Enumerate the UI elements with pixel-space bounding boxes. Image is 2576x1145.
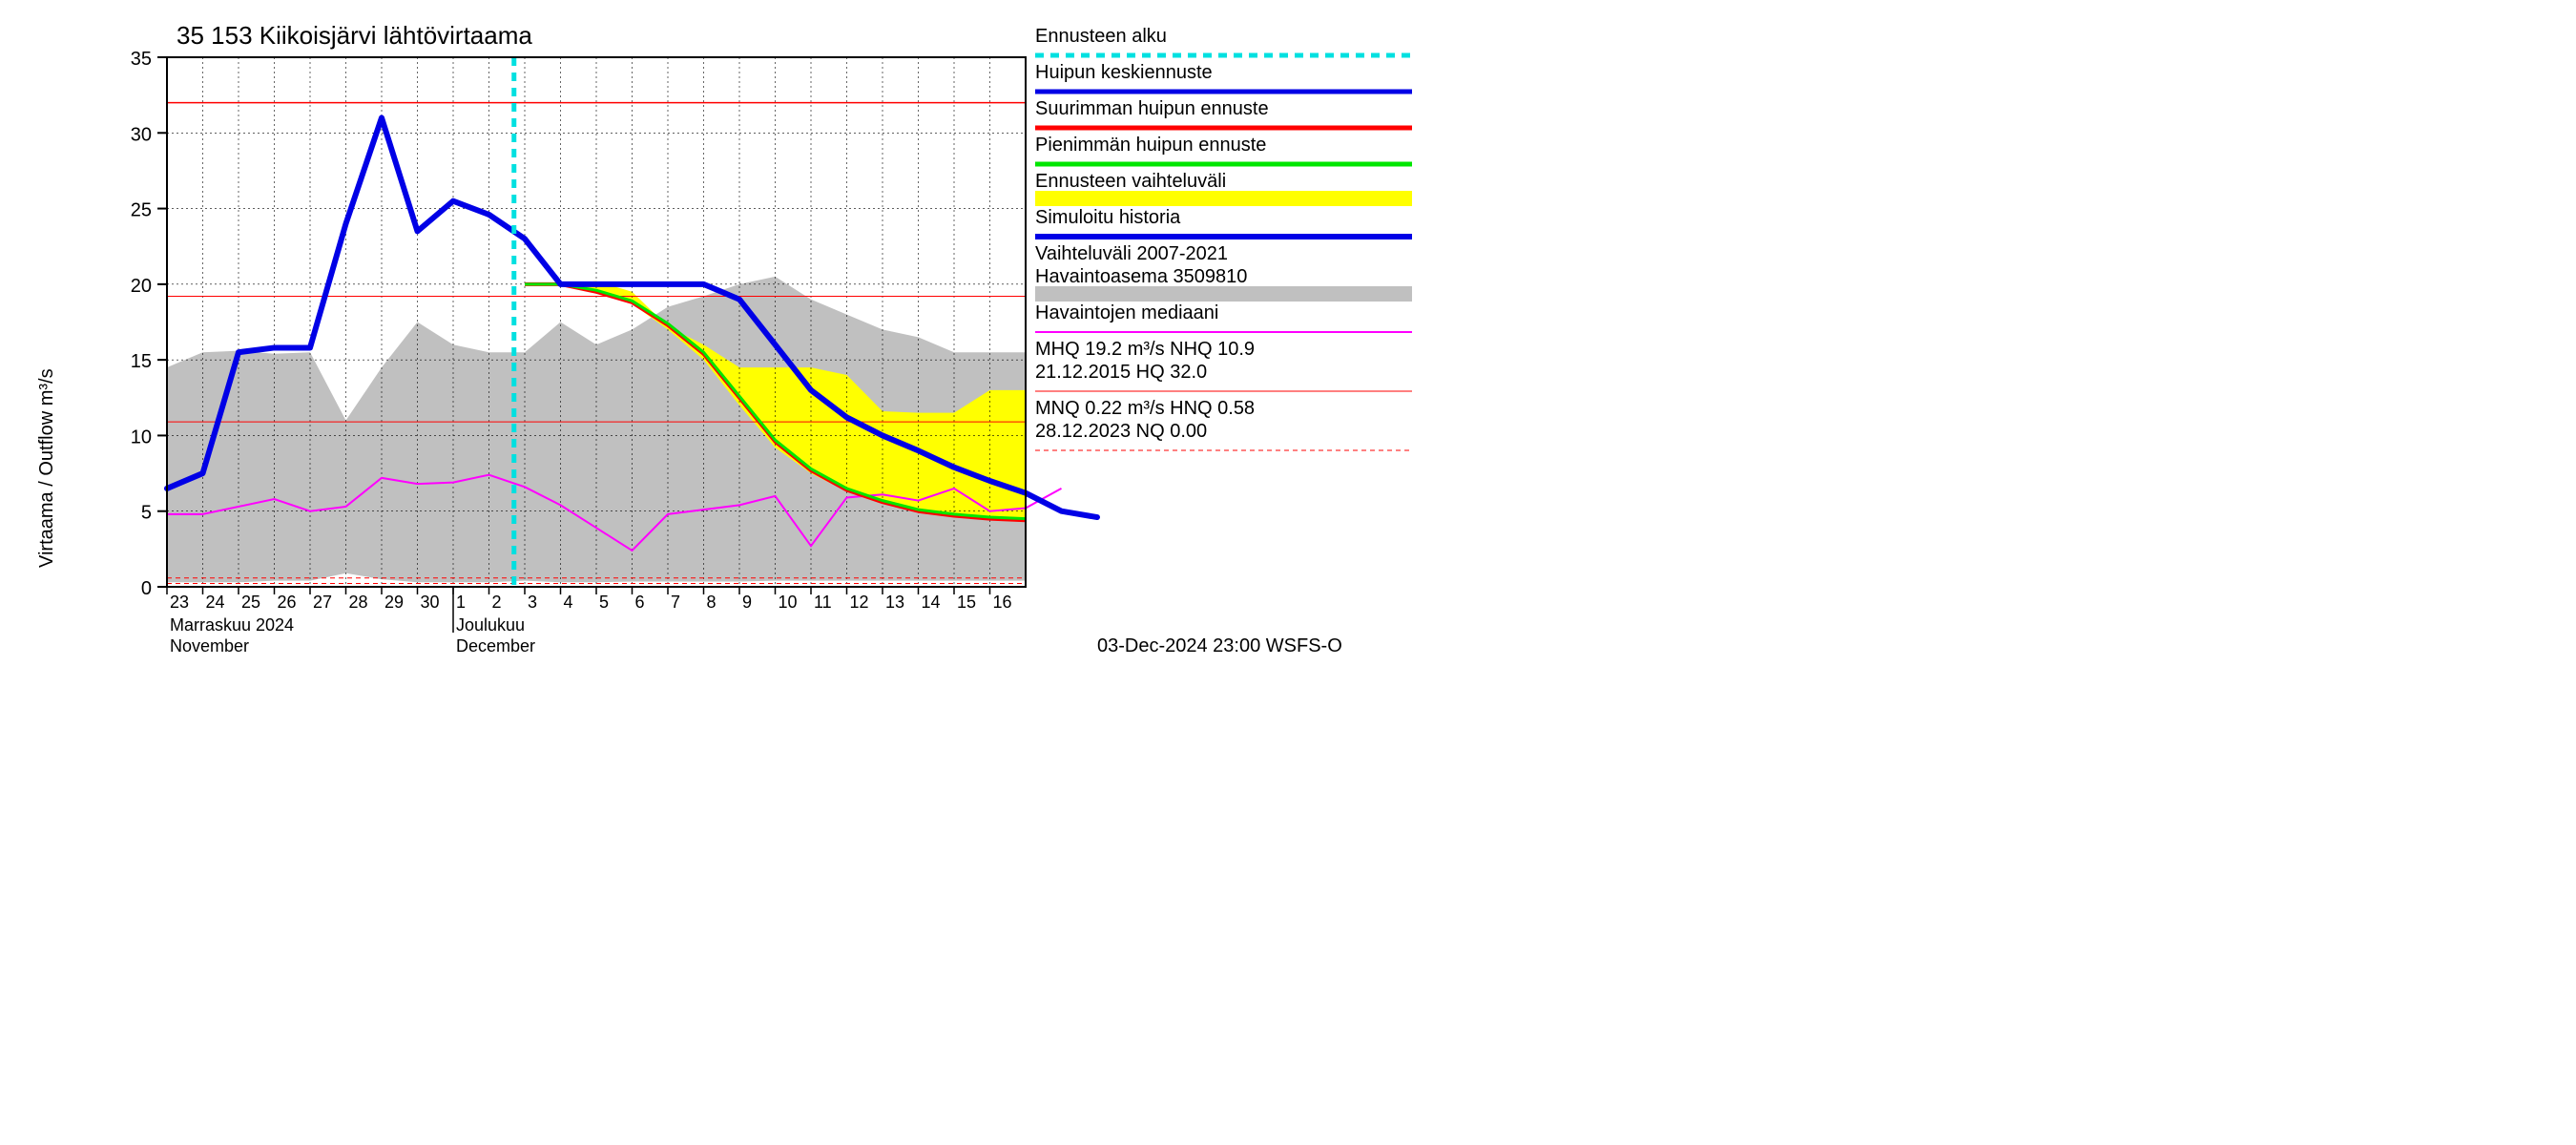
- x-tick-label: 27: [313, 593, 332, 612]
- month-label-fi: Joulukuu: [456, 615, 525, 635]
- legend-label: Vaihteluväli 2007-2021: [1035, 243, 1228, 264]
- x-tick-label: 24: [206, 593, 225, 612]
- x-tick-label: 7: [671, 593, 680, 612]
- x-tick-label: 10: [779, 593, 798, 612]
- legend-label: Ennusteen vaihteluväli: [1035, 171, 1226, 192]
- y-tick-label: 5: [141, 503, 152, 524]
- x-tick-label: 30: [421, 593, 440, 612]
- y-tick-label: 35: [131, 49, 152, 70]
- y-axis-label: Virtaama / Outflow m³/s: [36, 368, 57, 568]
- legend-label: Huipun keskiennuste: [1035, 62, 1213, 83]
- y-tick-label: 0: [141, 578, 152, 599]
- legend-swatch: [1035, 286, 1412, 302]
- x-tick-label: 28: [349, 593, 368, 612]
- x-tick-label: 8: [707, 593, 717, 612]
- y-tick-label: 10: [131, 427, 152, 448]
- legend-label: MNQ 0.22 m³/s HNQ 0.58: [1035, 398, 1255, 419]
- x-tick-label: 6: [635, 593, 645, 612]
- x-tick-label: 25: [241, 593, 260, 612]
- x-tick-label: 3: [528, 593, 537, 612]
- legend-label: 21.12.2015 HQ 32.0: [1035, 362, 1207, 383]
- x-tick-label: 26: [278, 593, 297, 612]
- legend-label: Havaintojen mediaani: [1035, 302, 1218, 323]
- x-tick-label: 29: [384, 593, 404, 612]
- y-tick-label: 20: [131, 276, 152, 297]
- y-tick-label: 15: [131, 351, 152, 372]
- month-label-en: November: [170, 636, 249, 656]
- legend-label: Havaintoasema 3509810: [1035, 266, 1247, 287]
- legend-label: Pienimmän huipun ennuste: [1035, 135, 1266, 156]
- x-tick-label: 4: [564, 593, 573, 612]
- y-tick-label: 30: [131, 124, 152, 145]
- legend-label: Ennusteen alku: [1035, 26, 1167, 47]
- legend-label: Simuloitu historia: [1035, 207, 1181, 228]
- chart-svg: 0510152025303523242526272829301234567891…: [0, 0, 1431, 687]
- x-tick-label: 5: [599, 593, 609, 612]
- x-tick-label: 15: [957, 593, 976, 612]
- x-tick-label: 13: [885, 593, 904, 612]
- month-label-en: December: [456, 636, 535, 656]
- x-tick-label: 14: [922, 593, 941, 612]
- x-tick-label: 1: [456, 593, 466, 612]
- legend-label: Suurimman huipun ennuste: [1035, 98, 1269, 119]
- flow-forecast-chart: 0510152025303523242526272829301234567891…: [0, 0, 1431, 687]
- month-label-fi: Marraskuu 2024: [170, 615, 294, 635]
- x-tick-label: 16: [993, 593, 1012, 612]
- y-tick-label: 25: [131, 200, 152, 221]
- legend-label: 28.12.2023 NQ 0.00: [1035, 421, 1207, 442]
- chart-title: 35 153 Kiikoisjärvi lähtövirtaama: [177, 21, 532, 50]
- timestamp-footer: 03-Dec-2024 23:00 WSFS-O: [1097, 635, 1342, 656]
- x-tick-label: 2: [492, 593, 502, 612]
- x-tick-label: 12: [850, 593, 869, 612]
- legend-label: MHQ 19.2 m³/s NHQ 10.9: [1035, 339, 1255, 360]
- legend-swatch: [1035, 191, 1412, 206]
- x-tick-label: 9: [742, 593, 752, 612]
- x-tick-label: 23: [170, 593, 189, 612]
- x-tick-label: 11: [814, 593, 832, 612]
